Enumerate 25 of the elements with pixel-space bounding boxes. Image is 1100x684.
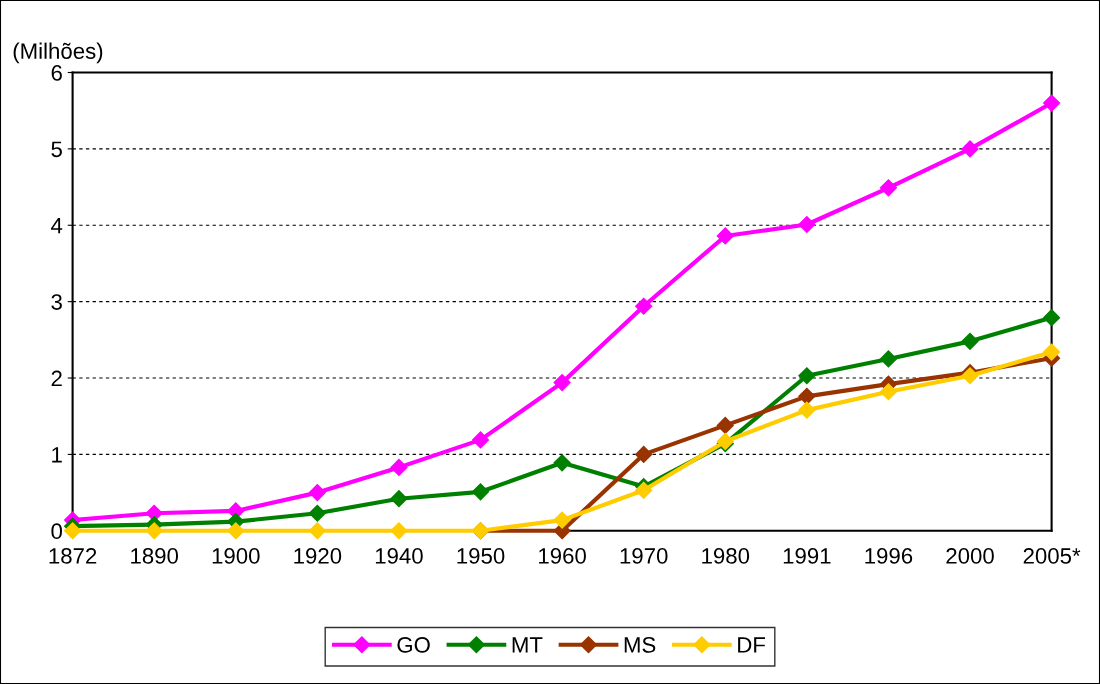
y-tick-label: 3 <box>51 294 62 310</box>
x-tick-label: 1890 <box>131 548 179 564</box>
x-tick-label: 1900 <box>212 548 260 564</box>
x-tick-label: 2005* <box>1023 548 1081 564</box>
y-tick-label: 0 <box>51 523 63 540</box>
x-tick-label: 1920 <box>294 548 342 564</box>
y-tick-label: 1 <box>52 447 62 463</box>
x-tick-label: 1980 <box>702 548 750 564</box>
y-axis-title: (Milhões) <box>13 42 103 64</box>
y-tick-label: 6 <box>51 65 62 81</box>
legend-label: DF <box>738 637 766 653</box>
y-tick-label: 4 <box>51 218 63 234</box>
legend-label: MT <box>512 637 543 653</box>
x-tick-label: 1960 <box>539 548 586 564</box>
x-tick-label: 1970 <box>620 548 668 564</box>
x-tick-label: 1940 <box>375 548 423 564</box>
x-tick-label: 1950 <box>457 548 505 564</box>
legend-label: GO <box>397 637 430 653</box>
y-tick-label: 5 <box>51 141 62 158</box>
x-tick-label: 1996 <box>865 548 913 564</box>
y-tick-label: 2 <box>51 370 62 387</box>
x-tick-label: 1991 <box>783 548 831 564</box>
x-tick-label: 2000 <box>946 548 994 564</box>
x-tick-label: 1872 <box>49 548 97 564</box>
legend-label: MS <box>624 637 656 653</box>
